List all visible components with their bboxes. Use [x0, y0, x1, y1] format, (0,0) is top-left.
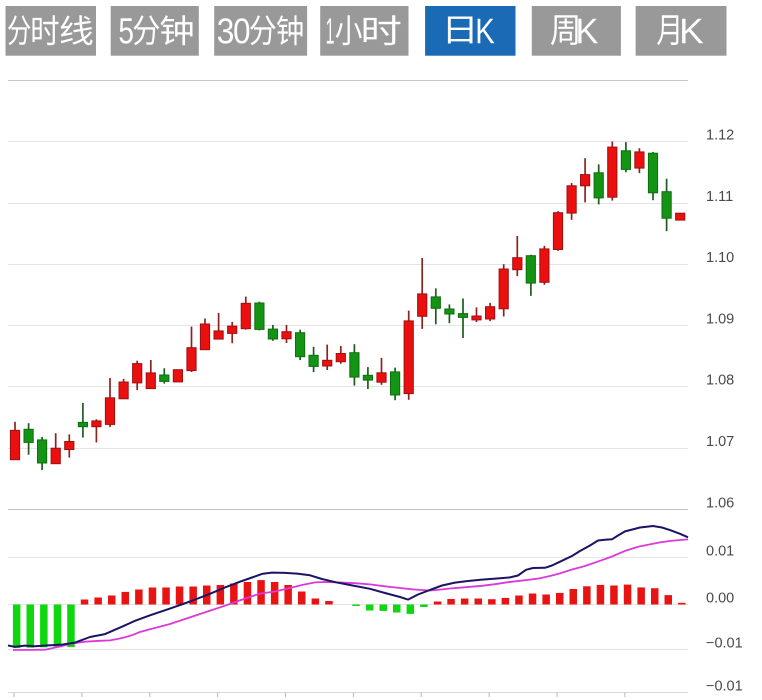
svg-text:−0.01: −0.01 [706, 679, 743, 695]
svg-text:1.11: 1.11 [706, 189, 733, 205]
svg-text:1.08: 1.08 [706, 373, 734, 389]
svg-text:0.01: 0.01 [706, 544, 734, 560]
svg-text:1.07: 1.07 [706, 434, 734, 450]
svg-text:1.12: 1.12 [706, 128, 734, 144]
svg-text:1.09: 1.09 [706, 311, 734, 327]
svg-text:−0.01: −0.01 [706, 635, 743, 651]
svg-text:0.00: 0.00 [706, 590, 734, 606]
svg-text:1.10: 1.10 [706, 250, 734, 266]
svg-text:1.06: 1.06 [706, 496, 734, 512]
